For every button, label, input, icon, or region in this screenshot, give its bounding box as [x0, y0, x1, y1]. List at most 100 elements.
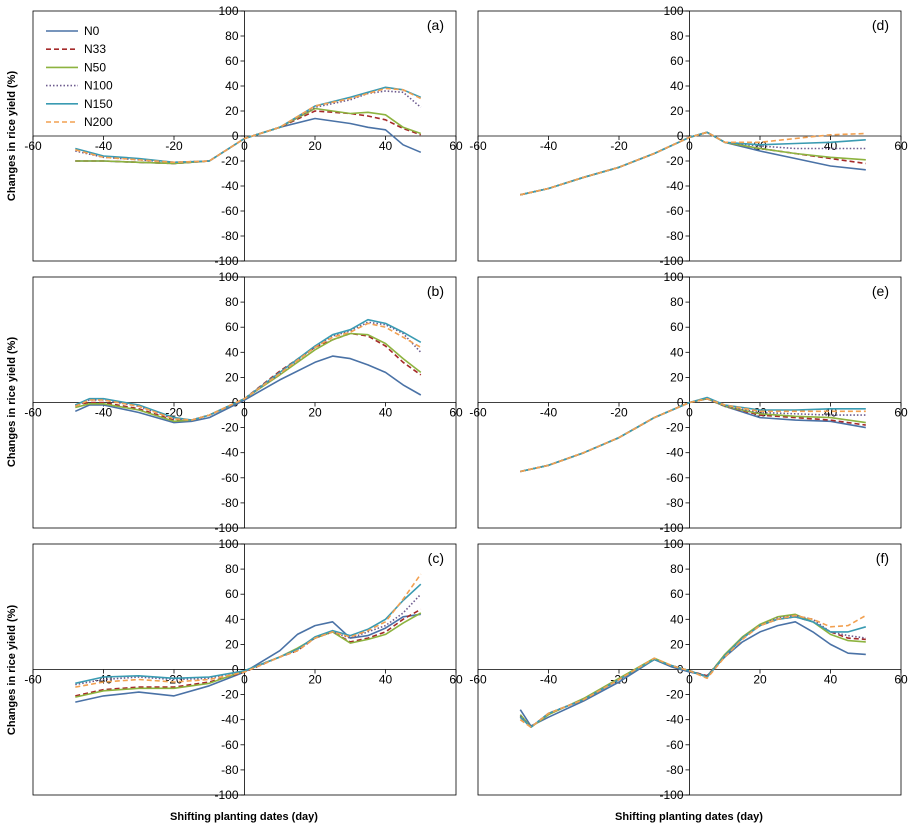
panel-label: (d)	[872, 17, 889, 33]
y-tick-label: -100	[659, 521, 683, 535]
x-tick-label: 0	[686, 406, 693, 420]
y-tick-label: 0	[232, 663, 239, 677]
x-tick-label: 40	[379, 139, 393, 153]
y-tick-label: 100	[218, 4, 238, 18]
y-tick-label: 80	[670, 295, 684, 309]
series-line-n100	[74, 321, 422, 421]
x-tick-label: -20	[610, 139, 628, 153]
y-tick-label: 60	[225, 54, 239, 68]
y-tick-label: 100	[218, 270, 238, 284]
series-line-n0	[520, 131, 866, 196]
x-tick-label: -60	[24, 673, 42, 687]
series-line-n0	[75, 613, 421, 703]
series-line-n33	[520, 131, 866, 196]
y-tick-label: 100	[663, 4, 683, 18]
y-tick-label: 60	[670, 54, 684, 68]
y-tick-label: 40	[670, 612, 684, 626]
x-tick-label: 20	[308, 673, 322, 687]
y-tick-label: -40	[666, 713, 684, 727]
panel-label: (f)	[876, 550, 889, 566]
y-tick-label: 60	[670, 587, 684, 601]
legend-label: N200	[84, 115, 113, 129]
x-axis-title-right: Shifting planting dates (day)	[615, 811, 763, 823]
series-line-n150	[520, 131, 866, 196]
y-tick-label: -60	[221, 471, 239, 485]
panel-label: (c)	[428, 550, 444, 566]
x-tick-label: -20	[165, 139, 183, 153]
x-axis-title-left: Shifting planting dates (day)	[170, 811, 318, 823]
x-tick-label: 60	[894, 673, 908, 687]
y-tick-label: 100	[218, 537, 238, 551]
series-line-n0	[75, 117, 422, 165]
y-tick-label: 60	[670, 320, 684, 334]
x-tick-label: 20	[753, 673, 767, 687]
series-line-n150	[75, 86, 422, 164]
y-tick-label: 20	[670, 104, 684, 118]
y-tick-label: -80	[221, 229, 239, 243]
series-line-n200	[520, 397, 866, 473]
y-tick-label: -80	[666, 496, 684, 510]
y-tick-label: 20	[225, 370, 239, 384]
series-line-n200	[75, 87, 422, 164]
panel-label: (b)	[427, 283, 444, 299]
legend-label: N100	[84, 79, 113, 93]
y-tick-label: -100	[214, 521, 238, 535]
y-tick-label: -60	[666, 204, 684, 218]
y-tick-label: -60	[666, 738, 684, 752]
x-tick-label: -60	[24, 139, 42, 153]
series-line-n33	[75, 332, 422, 421]
series-line-n200	[520, 131, 866, 196]
y-tick-label: 100	[663, 537, 683, 551]
y-tick-label: -80	[221, 496, 239, 510]
panel-label: (e)	[872, 283, 889, 299]
x-tick-label: 0	[241, 673, 248, 687]
y-tick-label: -40	[221, 713, 239, 727]
series-line-n200	[519, 614, 867, 729]
series-line-n33	[75, 608, 422, 697]
y-tick-label: -80	[666, 229, 684, 243]
series-line-n150	[74, 318, 422, 421]
y-tick-label: 80	[670, 562, 684, 576]
y-tick-label: -40	[221, 179, 239, 193]
x-tick-label: -60	[469, 406, 487, 420]
x-tick-label: 0	[241, 406, 248, 420]
y-axis-title-top: Changes in rice yield (%)	[6, 71, 18, 202]
y-tick-label: -40	[666, 446, 684, 460]
x-tick-label: 60	[449, 673, 463, 687]
y-tick-label: -60	[221, 738, 239, 752]
y-tick-label: 0	[677, 129, 684, 143]
series-line-n0	[74, 355, 422, 424]
y-tick-label: 20	[670, 370, 684, 384]
y-tick-label: 40	[225, 345, 239, 359]
y-tick-label: -100	[659, 254, 683, 268]
y-tick-label: 100	[663, 270, 683, 284]
y-tick-label: -100	[659, 788, 683, 802]
x-tick-label: 0	[241, 139, 248, 153]
series-line-n0	[519, 620, 866, 727]
y-tick-label: -20	[666, 154, 684, 168]
x-tick-label: 0	[686, 673, 693, 687]
y-tick-label: -60	[221, 204, 239, 218]
y-tick-label: 60	[225, 320, 239, 334]
x-tick-label: 20	[308, 139, 322, 153]
series-line-n150	[75, 583, 422, 685]
series-line-n50	[519, 613, 866, 729]
x-tick-label: 0	[686, 139, 693, 153]
y-tick-label: -20	[221, 154, 239, 168]
y-tick-label: -20	[666, 421, 684, 435]
series-line-n50	[520, 131, 866, 196]
y-tick-label: -80	[221, 763, 239, 777]
y-tick-label: -80	[666, 763, 684, 777]
y-tick-label: -100	[214, 788, 238, 802]
series-line-n150	[520, 396, 866, 473]
y-tick-label: -20	[221, 421, 239, 435]
x-tick-label: -60	[469, 673, 487, 687]
series-line-n100	[520, 131, 866, 196]
panel-label: (a)	[427, 17, 444, 33]
y-tick-label: -100	[214, 254, 238, 268]
